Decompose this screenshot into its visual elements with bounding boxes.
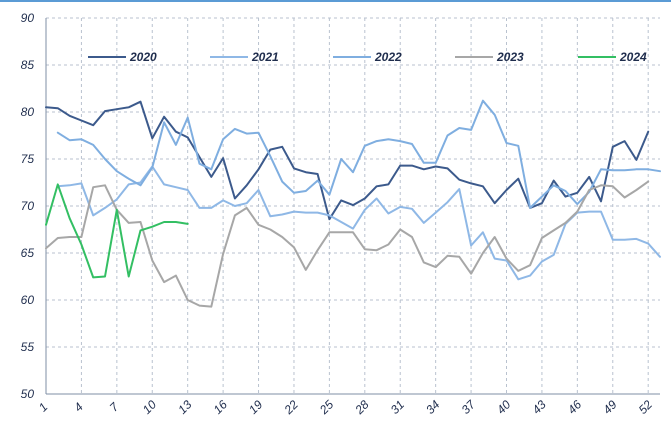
x-tick-label: 13	[175, 397, 195, 417]
legend-label-2022: 2022	[374, 50, 402, 64]
axes	[45, 18, 660, 395]
y-tick-label: 50	[21, 387, 35, 401]
gridlines	[46, 17, 660, 394]
x-tick-label: 31	[388, 397, 407, 416]
x-tick-label: 4	[71, 400, 86, 415]
y-tick-label: 85	[21, 58, 35, 72]
series-line-2024	[45, 183, 189, 279]
series-line-2022	[56, 99, 661, 209]
x-tick-label: 49	[600, 397, 620, 417]
x-tick-labels: 1 4 7 10 13 16 19 22 25 28 31 34 37 40 43 46 49 52	[36, 397, 655, 418]
legend: 2020 2021 2022 2023 2024	[88, 50, 647, 64]
y-tick-label: 60	[21, 293, 35, 307]
x-tick-label: 43	[529, 397, 549, 417]
x-tick-label: 52	[636, 397, 656, 417]
x-tick-label: 16	[211, 397, 231, 417]
x-tick-label: 40	[494, 397, 514, 417]
series-line-2023	[45, 180, 650, 308]
x-tick-label: 34	[423, 397, 443, 417]
y-tick-labels: 50 55 60 65 70 75 80 85 90	[21, 11, 35, 401]
x-tick-label: 1	[36, 400, 51, 415]
series-lines	[45, 99, 661, 308]
series-line-2021	[56, 165, 661, 281]
x-tick-label: 28	[352, 397, 372, 417]
x-tick-label: 19	[246, 397, 266, 417]
x-tick-label: 37	[459, 397, 479, 417]
y-tick-label: 65	[21, 246, 35, 260]
x-tick-label: 46	[565, 397, 585, 417]
legend-label-2024: 2024	[619, 50, 647, 64]
series-line-2020	[45, 100, 650, 221]
x-tick-label: 25	[316, 397, 336, 417]
legend-label-2023: 2023	[496, 50, 524, 64]
y-tick-label: 75	[21, 152, 35, 166]
y-tick-label: 90	[21, 11, 35, 25]
legend-label-2021: 2021	[251, 50, 279, 64]
x-tick-label: 22	[281, 397, 301, 417]
y-tick-label: 55	[21, 340, 35, 354]
y-tick-label: 80	[21, 105, 35, 119]
legend-label-2020: 2020	[129, 50, 157, 64]
y-tick-label: 70	[21, 199, 35, 213]
x-tick-label: 10	[140, 397, 160, 417]
x-tick-label: 7	[107, 399, 123, 415]
